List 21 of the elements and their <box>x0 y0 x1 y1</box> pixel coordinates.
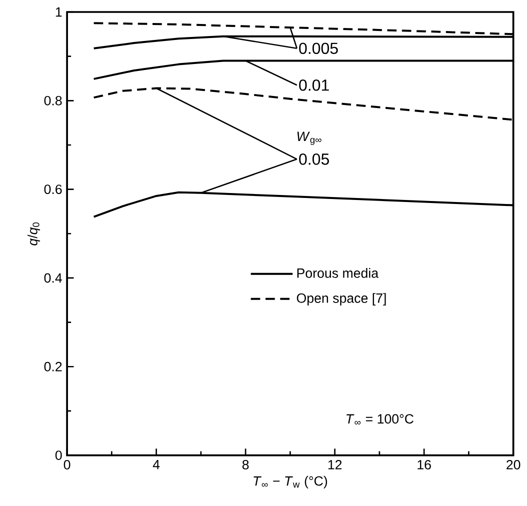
y-tick-label: 0.4 <box>44 273 62 283</box>
annotation: 0.01 <box>299 79 329 91</box>
annotation: T$_{∞}$ = 100°C <box>346 414 414 424</box>
y-axis-title: q/q$_{0}$ <box>28 222 40 246</box>
y-tick-label: 0.6 <box>44 184 62 194</box>
legend-label: Porous media <box>297 268 379 278</box>
x-tick-label: 4 <box>152 460 160 470</box>
x-tick-label: 20 <box>506 460 520 470</box>
annotation: 0.005 <box>299 42 338 54</box>
annotation: 0.05 <box>299 153 329 165</box>
x-tick-label: 16 <box>418 460 431 470</box>
y-tick-label: 0 <box>55 450 62 460</box>
y-tick-label: 1 <box>56 7 62 16</box>
legend-label: Open space [7] <box>296 292 386 306</box>
y-tick-label: 0.8 <box>44 96 62 106</box>
x-tick-label: 0 <box>64 460 70 470</box>
x-axis-title: T$_{∞}$ − T$_{w}$ (°C) <box>254 476 328 488</box>
x-tick-label: 12 <box>328 460 342 470</box>
y-tick-label: 0.2 <box>44 362 62 372</box>
x-tick-label: 8 <box>242 460 249 470</box>
annotation: W$_{g∞}$ <box>297 132 322 145</box>
